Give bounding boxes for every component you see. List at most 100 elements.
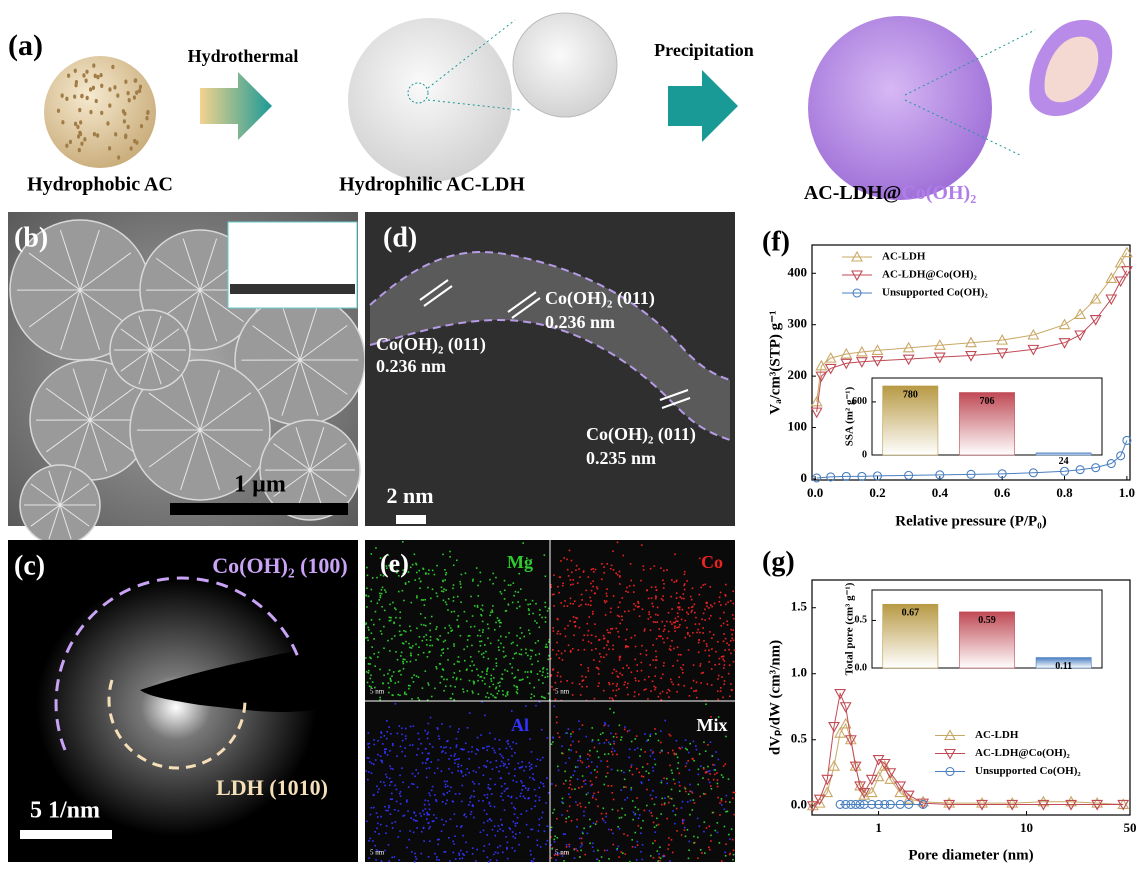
eds-dot xyxy=(699,795,702,798)
eds-dot xyxy=(669,797,671,800)
eds-dot xyxy=(584,783,587,785)
value-label: 780 xyxy=(903,389,918,400)
eds-dot xyxy=(631,839,633,841)
eds-dot xyxy=(530,860,533,862)
eds-dot xyxy=(666,692,668,694)
legend-label: Unsupported Co(OH)₂ xyxy=(975,765,1081,777)
eds-dot xyxy=(709,785,712,787)
eds-dot xyxy=(540,695,543,698)
eds-dot xyxy=(624,726,626,728)
eds-dot xyxy=(500,755,503,757)
eds-dot xyxy=(585,676,587,678)
eds-dot xyxy=(730,652,732,655)
marker xyxy=(874,799,884,809)
marker xyxy=(1065,799,1078,811)
marker xyxy=(855,357,868,368)
marker xyxy=(1075,465,1085,475)
eds-dot xyxy=(611,808,614,811)
eds-dot xyxy=(649,567,652,570)
eds-dot xyxy=(453,762,456,764)
eds-dot xyxy=(628,769,631,772)
eds-dot xyxy=(375,547,377,549)
eds-dot xyxy=(683,829,686,831)
eds-dot xyxy=(733,791,736,794)
eds-dot xyxy=(422,599,425,601)
eds-dot xyxy=(537,640,540,642)
eds-dot xyxy=(576,766,579,768)
eds-dot xyxy=(499,777,502,779)
eds-dot xyxy=(457,731,459,733)
eds-dot xyxy=(413,553,416,556)
eds-dot xyxy=(557,854,559,856)
eds-dot xyxy=(684,835,687,838)
eds-dot xyxy=(573,857,576,859)
eds-dot xyxy=(423,636,425,638)
eds-dot xyxy=(449,685,452,687)
eds-dot xyxy=(471,660,473,663)
eds-dot xyxy=(683,786,686,789)
eds-dot xyxy=(713,602,716,605)
eds-dot xyxy=(371,577,374,579)
eds-dot xyxy=(423,604,426,606)
eds-dot xyxy=(606,629,609,631)
eds-dot xyxy=(674,782,676,785)
eds-dot xyxy=(386,776,388,779)
legend-label: AC-LDH xyxy=(975,729,1019,741)
eds-dot xyxy=(602,732,604,734)
eds-dot xyxy=(674,630,676,632)
eds-dot xyxy=(589,596,592,599)
eds-dot xyxy=(589,754,591,757)
eds-dot xyxy=(621,615,623,618)
eds-dot xyxy=(536,839,539,842)
eds-dot xyxy=(370,553,373,555)
eds-dot xyxy=(676,756,679,759)
eds-dot xyxy=(651,815,653,817)
eds-dot xyxy=(676,830,678,832)
marker xyxy=(943,799,956,811)
eds-dot xyxy=(724,800,727,803)
eds-dot xyxy=(367,778,369,781)
zoom-ring xyxy=(407,82,429,104)
eds-dot xyxy=(702,627,704,629)
eds-dot xyxy=(508,827,511,829)
eds-dot xyxy=(422,826,425,829)
marker xyxy=(1106,458,1116,469)
eds-dot xyxy=(550,826,553,829)
eds-dot xyxy=(365,657,367,659)
eds-dot xyxy=(660,677,662,680)
eds-dot xyxy=(477,693,480,695)
eds-dot xyxy=(689,742,692,745)
eds-dot xyxy=(712,811,715,814)
petal xyxy=(60,289,81,351)
eds-dot xyxy=(681,800,684,803)
zoom-line xyxy=(427,19,516,89)
eds-dot xyxy=(603,566,605,568)
eds-dot xyxy=(411,783,413,785)
petal xyxy=(299,359,348,395)
eds-dot xyxy=(602,689,605,692)
eds-dot xyxy=(456,595,459,598)
eds-dot xyxy=(389,650,391,652)
marker xyxy=(902,354,915,366)
eds-dot xyxy=(551,593,554,596)
eds-dot xyxy=(681,820,684,823)
eds-dot xyxy=(533,857,535,860)
eds-dot xyxy=(526,671,529,673)
eds-dot xyxy=(568,786,571,789)
eds-dot xyxy=(409,830,411,832)
eds-dot xyxy=(460,826,462,829)
eds-dot xyxy=(504,782,506,785)
y-axis-label: Total pore (cm³ g⁻¹) xyxy=(844,582,856,675)
eds-dot xyxy=(684,787,687,790)
eds-dot xyxy=(682,822,684,825)
eds-dot xyxy=(386,754,389,756)
eds-dot xyxy=(473,790,475,792)
eds-dot xyxy=(440,654,443,657)
marker xyxy=(828,721,840,733)
eds-dot xyxy=(365,770,368,772)
eds-dot xyxy=(547,641,550,643)
eds-dot xyxy=(482,656,485,659)
eds-dot xyxy=(462,691,465,693)
eds-dot xyxy=(480,608,482,610)
eds-dot xyxy=(697,783,700,786)
